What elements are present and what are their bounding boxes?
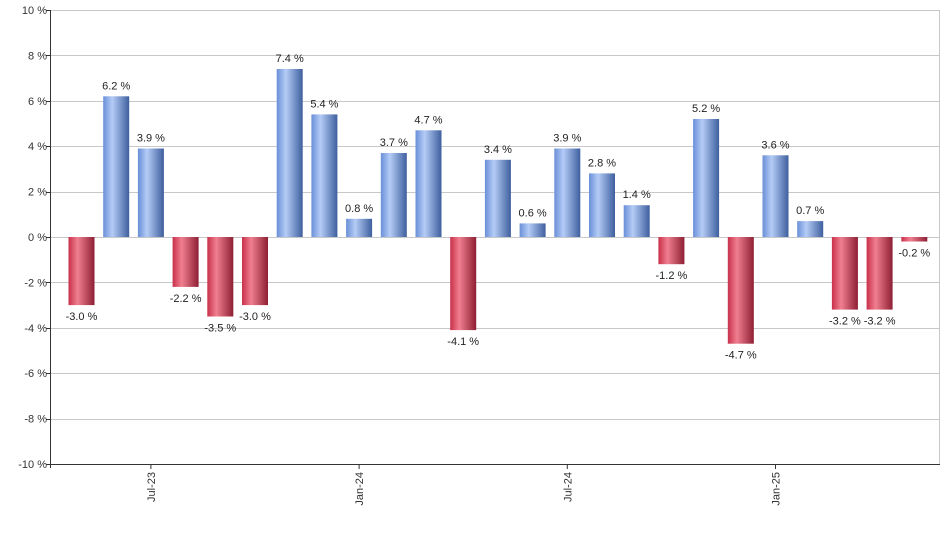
bar xyxy=(693,119,720,237)
y-tick-label: -4 % xyxy=(24,323,47,335)
bar-value-label: -2.2 % xyxy=(170,293,202,305)
bar-value-label: 0.8 % xyxy=(345,203,373,215)
bar xyxy=(866,237,893,310)
bar-value-label: 2.8 % xyxy=(588,157,616,169)
y-tick-label: 8 % xyxy=(28,50,47,62)
bar-value-label: -3.2 % xyxy=(829,316,861,328)
bar xyxy=(242,237,268,306)
bar xyxy=(172,237,199,287)
bar-value-label: 6.2 % xyxy=(102,80,130,92)
bar xyxy=(276,69,303,237)
bar-value-label: -4.1 % xyxy=(447,336,479,348)
bar-value-label: -3.0 % xyxy=(239,311,271,323)
x-tick-label: Jul-24 xyxy=(562,472,574,502)
bars xyxy=(68,69,928,344)
bar xyxy=(103,96,130,237)
bar-value-label: 5.4 % xyxy=(310,98,338,110)
bar-value-label: -4.7 % xyxy=(725,350,757,362)
bar xyxy=(311,114,338,237)
y-tick-label: 10 % xyxy=(22,5,47,17)
bar-value-label: -3.5 % xyxy=(204,323,236,335)
bar xyxy=(137,148,164,237)
bar xyxy=(658,237,685,265)
bar-value-label: -3.2 % xyxy=(864,316,896,328)
bar-value-label: -3.0 % xyxy=(66,311,98,323)
y-tick-label: 0 % xyxy=(28,232,47,244)
bar-value-label: 0.6 % xyxy=(519,207,547,219)
bar xyxy=(68,237,95,306)
axes: 10 % 8 % 6 % 4 % 2 % 0 % -2 % -4 % -6 % -8 % -10 %… xyxy=(18,5,940,506)
bar xyxy=(797,221,824,237)
bar-value-label: -1.2 % xyxy=(656,270,688,282)
bar-value-label: 3.4 % xyxy=(484,144,512,156)
bar-value-label: 5.2 % xyxy=(692,103,720,115)
bar-value-label: 1.4 % xyxy=(623,189,651,201)
bar-value-label: 3.7 % xyxy=(380,137,408,149)
bar-value-label: 7.4 % xyxy=(276,53,304,65)
bar xyxy=(207,237,234,317)
bar xyxy=(380,153,407,237)
bar-value-label: 0.7 % xyxy=(796,205,824,217)
bar-value-label: -0.2 % xyxy=(898,248,930,260)
bar-value-label: 3.6 % xyxy=(761,139,789,151)
y-tick-label: -6 % xyxy=(24,368,47,380)
bar xyxy=(450,237,477,331)
x-tick-label: Jul-23 xyxy=(146,472,158,502)
y-tick-label: -10 % xyxy=(18,459,47,471)
y-tick-label: 2 % xyxy=(28,187,47,199)
y-tick-label: -2 % xyxy=(24,277,47,289)
y-tick-label: 4 % xyxy=(28,141,47,153)
bar xyxy=(589,173,615,237)
bar-value-label: 3.9 % xyxy=(137,133,165,145)
bar xyxy=(484,159,511,237)
bar xyxy=(554,148,581,237)
data-labels: -3.0 %6.2 %3.9 %-2.2 %-3.5 %-3.0 %7.4 %5… xyxy=(66,53,931,362)
bar xyxy=(727,237,754,344)
bar-value-label: 3.9 % xyxy=(553,133,581,145)
bar-value-label: 4.7 % xyxy=(414,114,442,126)
bar xyxy=(901,237,928,242)
bar xyxy=(831,237,858,310)
bar xyxy=(415,130,442,237)
y-tick-label: -8 % xyxy=(24,414,47,426)
bar xyxy=(762,155,789,237)
bar xyxy=(346,218,373,237)
x-tick-label: Jan-24 xyxy=(354,472,366,506)
bar xyxy=(519,223,546,237)
bar xyxy=(623,205,650,237)
x-tick-label: Jan-25 xyxy=(771,472,783,506)
y-tick-label: 6 % xyxy=(28,96,47,108)
